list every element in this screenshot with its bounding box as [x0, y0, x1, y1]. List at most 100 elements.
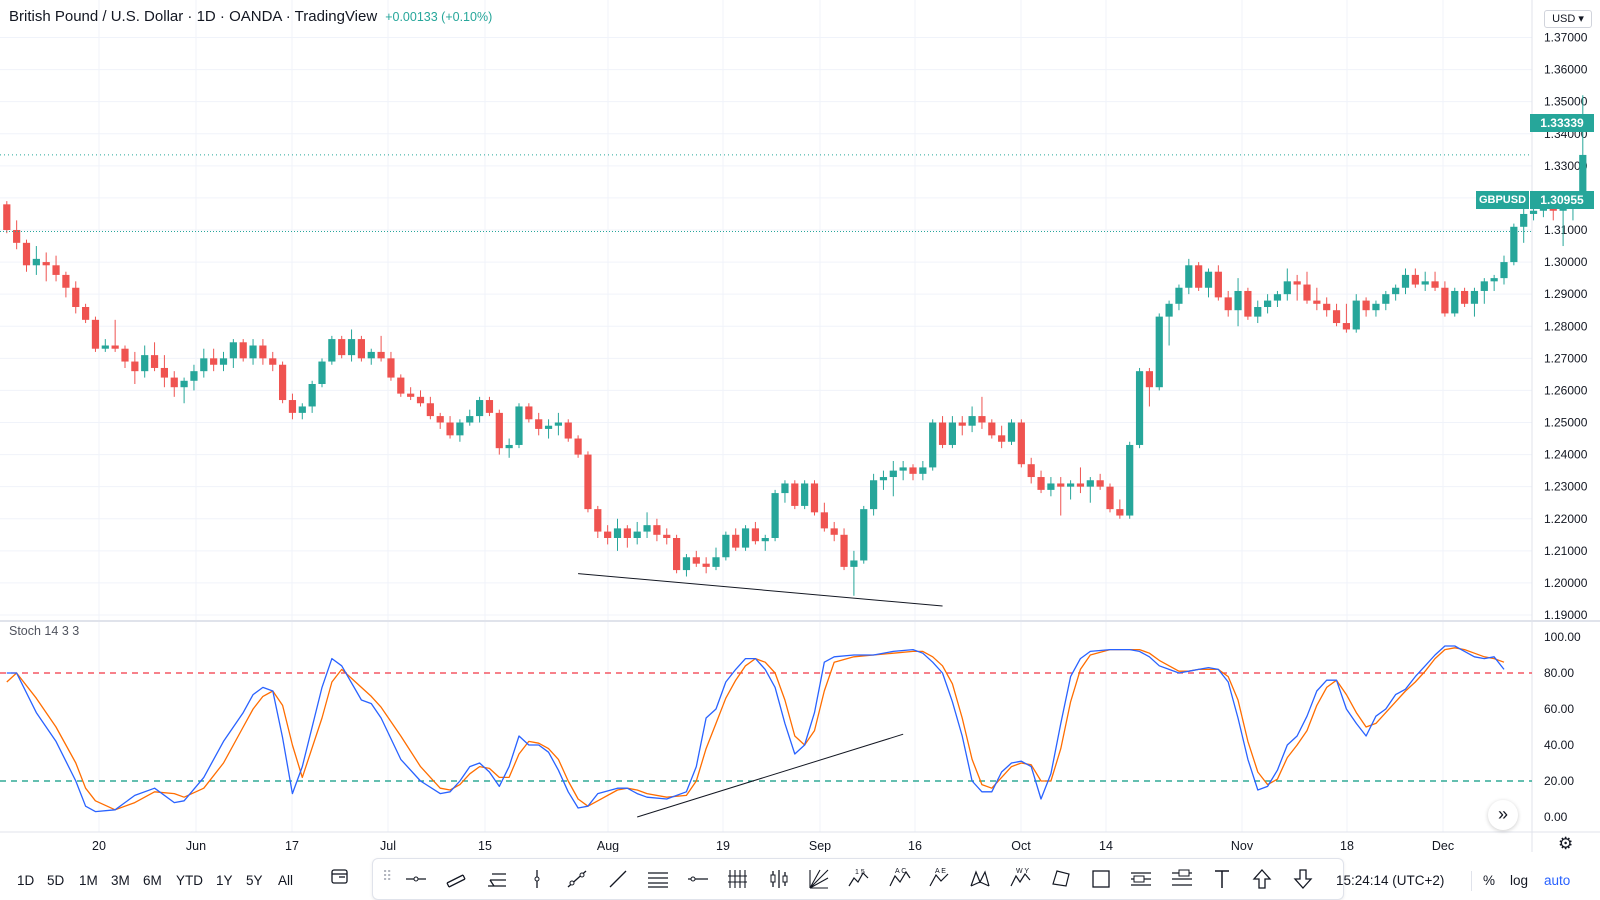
price-tick-label: 1.27000 [1544, 351, 1588, 365]
timeframe-6m[interactable]: 6M [143, 873, 162, 888]
parallel-channel-icon[interactable] [443, 866, 469, 892]
time-axis[interactable]: 20 Jun 17 Jul 15 Aug 19 Sep 16 Oct 14 Nov 18 Dec [92, 839, 1454, 853]
indicator-label[interactable]: Stoch 14 3 3 [9, 624, 80, 638]
candle [574, 435, 582, 458]
candle [1234, 278, 1242, 327]
candle [604, 525, 612, 545]
timeframe-ytd[interactable]: YTD [176, 873, 203, 888]
clock-display[interactable]: 15:24:14 (UTC+2) [1336, 873, 1445, 888]
candle [1264, 294, 1272, 314]
candle-body [1461, 290, 1469, 304]
candle-body [239, 342, 247, 359]
candle-body [91, 319, 100, 349]
drag-handle-icon[interactable]: ⠿ [382, 868, 393, 884]
price-trend-line[interactable] [578, 573, 943, 607]
candle-body [338, 339, 346, 356]
auto-toggle[interactable]: auto [1544, 873, 1571, 888]
settings-gear-icon[interactable]: ⚙ [1558, 834, 1574, 853]
candle [584, 451, 592, 513]
stoch-tick-label: 20.00 [1544, 774, 1574, 788]
candle-body [279, 364, 287, 401]
abcd-pattern-icon[interactable]: A C [887, 866, 913, 892]
short-position-icon[interactable] [1169, 866, 1195, 892]
candle-body [1254, 307, 1262, 317]
arrow-up-icon[interactable] [1249, 866, 1275, 892]
candle-body [919, 467, 927, 474]
scroll-to-realtime-button[interactable]: » [1488, 800, 1518, 830]
candle [1421, 271, 1429, 291]
stoch-trend-line[interactable] [637, 733, 904, 818]
vertical-line-icon[interactable] [524, 866, 550, 892]
xabcd-pattern-icon[interactable] [967, 866, 993, 892]
elliott-wave-icon[interactable] [766, 866, 792, 892]
candle [1293, 274, 1301, 301]
timeframe-1m[interactable]: 1M [79, 873, 98, 888]
gann-fan-icon[interactable] [806, 866, 832, 892]
pitchfork-icon[interactable] [484, 866, 510, 892]
candle-body [810, 483, 819, 513]
long-position-icon[interactable] [1128, 866, 1154, 892]
time-tick-label: Aug [597, 839, 619, 853]
candle [1145, 367, 1153, 407]
trend-angle-icon[interactable] [564, 866, 590, 892]
candle [3, 201, 11, 234]
time-tick-label: Sep [809, 839, 831, 853]
candlestick-series[interactable] [0, 95, 1587, 596]
candle [229, 339, 237, 368]
timeframe-1y[interactable]: 1Y [216, 873, 233, 888]
date-range-icon[interactable] [330, 866, 350, 891]
arrow-down-icon[interactable] [1290, 866, 1316, 892]
log-toggle[interactable]: log [1510, 873, 1529, 888]
candle-body [298, 406, 306, 413]
candle [899, 461, 907, 481]
rectangle-icon[interactable] [1088, 866, 1114, 892]
wxy-pattern-icon[interactable]: W Y [1008, 866, 1034, 892]
text-icon[interactable] [1209, 866, 1235, 892]
trend-line-icon[interactable] [605, 866, 631, 892]
candle [426, 396, 434, 420]
timeframe-1d[interactable]: 1D [17, 873, 35, 888]
candle-body [111, 345, 119, 349]
candle-body [761, 538, 769, 542]
stochastic-pane[interactable] [0, 645, 1532, 813]
timeframe-5d[interactable]: 5D [47, 873, 65, 888]
horizontal-ray-icon[interactable] [403, 866, 429, 892]
candle-body [466, 416, 474, 423]
symbol-title[interactable]: British Pound / U.S. Dollar · 1D · OANDA… [9, 8, 378, 25]
drawings[interactable] [578, 573, 943, 818]
percent-toggle[interactable]: % [1483, 873, 1496, 888]
candle-body [416, 396, 425, 404]
candle-body [160, 367, 168, 378]
horizontal-line-icon[interactable] [685, 866, 711, 892]
timeframe-3m[interactable]: 3M [111, 873, 130, 888]
price-tick-label: 1.31000 [1544, 223, 1588, 237]
candle [702, 557, 710, 574]
head-shoulders-icon[interactable] [1048, 866, 1074, 892]
timeframe-all[interactable]: All [278, 873, 294, 888]
candle [1451, 287, 1459, 317]
candle-body [958, 422, 966, 426]
symbol-header[interactable]: British Pound / U.S. Dollar · 1D · OANDA… [9, 8, 492, 25]
candle [1490, 274, 1498, 291]
candle-body [1382, 294, 1390, 304]
candle [279, 361, 287, 404]
time-tick-label: 15 [478, 839, 492, 853]
candle [1510, 223, 1518, 266]
candle [377, 335, 385, 362]
currency-selector[interactable]: USD ▾ [1544, 10, 1592, 28]
candle-body [367, 351, 375, 359]
candle [1224, 290, 1232, 317]
timeframe-5y[interactable]: 5Y [246, 873, 263, 888]
gann-box-icon[interactable] [725, 866, 751, 892]
fib-retracement-icon[interactable] [645, 866, 671, 892]
candle [1431, 271, 1439, 291]
elliott-impulse-icon[interactable]: 1 5 [846, 866, 872, 892]
price-tick-label: 1.33000 [1544, 159, 1588, 173]
price-axis[interactable]: 1.19000 1.20000 1.21000 1.22000 1.23000 1.240… [1544, 31, 1588, 825]
elliott-correction-icon[interactable]: A E [927, 866, 953, 892]
svg-text:1 5: 1 5 [855, 869, 865, 876]
last-price-label: 1.33339 [1530, 114, 1594, 132]
candle-body [1047, 483, 1055, 490]
candle [1204, 268, 1213, 298]
